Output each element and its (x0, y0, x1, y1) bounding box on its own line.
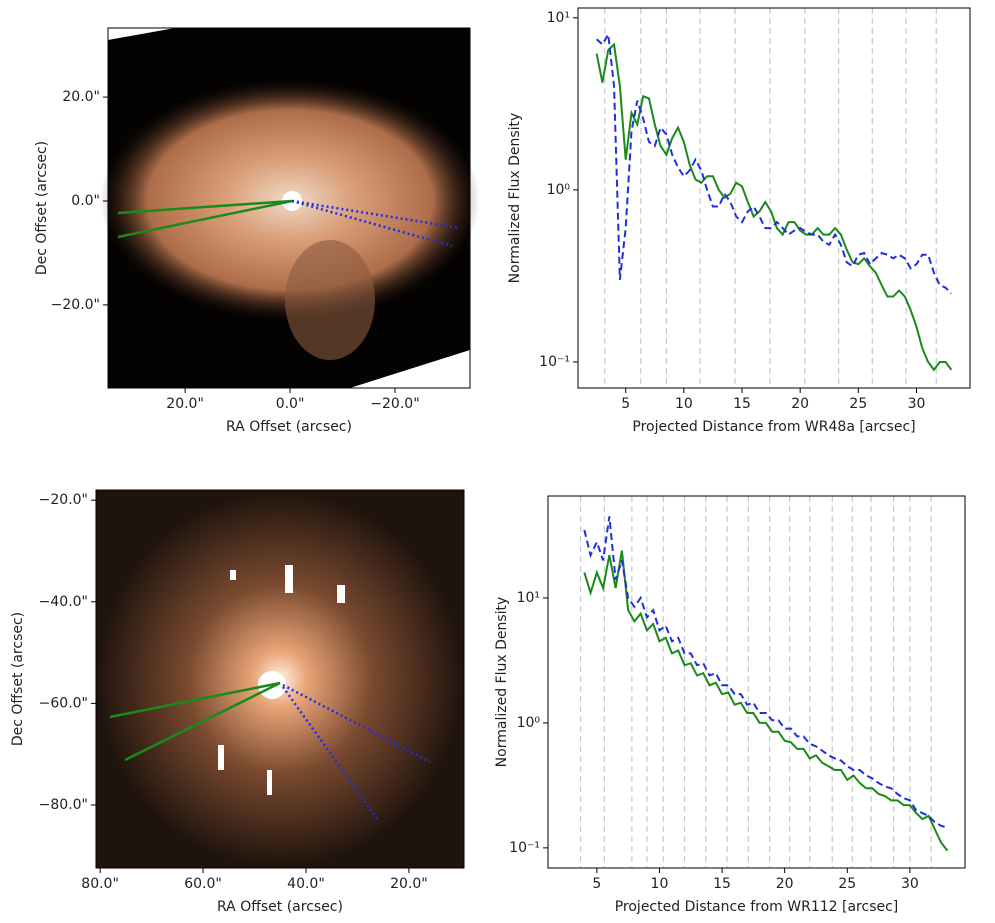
y-axis-label: Normalized Flux Density (494, 597, 510, 768)
image-wr48a (100, 28, 480, 388)
y-tick-label: 10⁰ (517, 715, 541, 731)
x-tick-label: 30 (901, 876, 919, 892)
x-tick-label: 80.0" (81, 876, 119, 892)
y-tick-label: 0.0" (71, 193, 100, 209)
y-tick-label: −60.0" (39, 695, 88, 711)
x-tick-label: 20.0" (390, 876, 428, 892)
panel: 5 10 15 20 25 30 10⁻¹ 10⁰ 10¹ Projected Distance … (507, 7, 971, 435)
y-tick-label: −20.0" (39, 492, 88, 508)
y-axis-label: Dec Offset (arcsec) (34, 141, 50, 275)
x-tick-label: 25 (838, 876, 856, 892)
y-tick-label: 10⁻¹ (539, 354, 570, 370)
panel: 80.0" 60.0" 40.0" 20.0" −20.0" −40.0" −60.0" −8… (10, 489, 465, 915)
x-axis-label: RA Offset (arcsec) (217, 899, 343, 915)
series-line (583, 550, 949, 852)
x-tick-label: 10 (651, 876, 669, 892)
x-tick-label: 60.0" (184, 876, 222, 892)
panel: 20.0" 0.0" −20.0" 20.0" 0.0" −20.0" RA Offset … (34, 27, 471, 435)
plot-frame (547, 495, 966, 869)
x-tick-label: 20.0" (166, 396, 204, 412)
y-tick-label: −40.0" (39, 594, 88, 610)
x-axis-label: RA Offset (arcsec) (226, 419, 352, 435)
series-line (595, 31, 953, 295)
x-tick-label: 30 (908, 396, 926, 412)
image-wr112 (96, 490, 464, 868)
y-tick-label: −80.0" (39, 797, 88, 813)
plot-area (595, 8, 953, 388)
series-line (583, 516, 948, 829)
y-tick-label: 20.0" (62, 89, 100, 105)
y-tick-label: 10¹ (517, 590, 540, 606)
series-line (595, 42, 953, 372)
plot-frame (95, 489, 465, 869)
x-tick-label: 15 (713, 876, 731, 892)
plot-frame (107, 27, 471, 389)
x-tick-label: 25 (849, 396, 867, 412)
y-axis-label: Normalized Flux Density (507, 113, 523, 284)
x-tick-label: 5 (592, 876, 601, 892)
plot-area (579, 496, 949, 868)
y-tick-label: 10⁻¹ (509, 840, 540, 856)
x-tick-label: 10 (675, 396, 693, 412)
panel: 5 10 15 20 25 30 10⁻¹ 10⁰ 10¹ Projected Distance … (494, 495, 966, 915)
x-tick-label: 15 (733, 396, 751, 412)
x-tick-label: 0.0" (276, 396, 305, 412)
y-tick-label: −20.0" (51, 297, 100, 313)
x-axis-label: Projected Distance from WR48a [arcsec] (632, 419, 915, 435)
x-tick-label: 40.0" (287, 876, 325, 892)
x-tick-label: −20.0" (370, 396, 419, 412)
x-tick-label: 5 (621, 396, 630, 412)
y-axis-label: Dec Offset (arcsec) (10, 612, 26, 746)
x-tick-label: 20 (791, 396, 809, 412)
x-tick-label: 20 (776, 876, 794, 892)
y-tick-label: 10⁰ (547, 182, 571, 198)
plot-frame (577, 7, 971, 389)
x-axis-label: Projected Distance from WR112 [arcsec] (615, 899, 899, 915)
y-tick-label: 10¹ (547, 10, 570, 26)
